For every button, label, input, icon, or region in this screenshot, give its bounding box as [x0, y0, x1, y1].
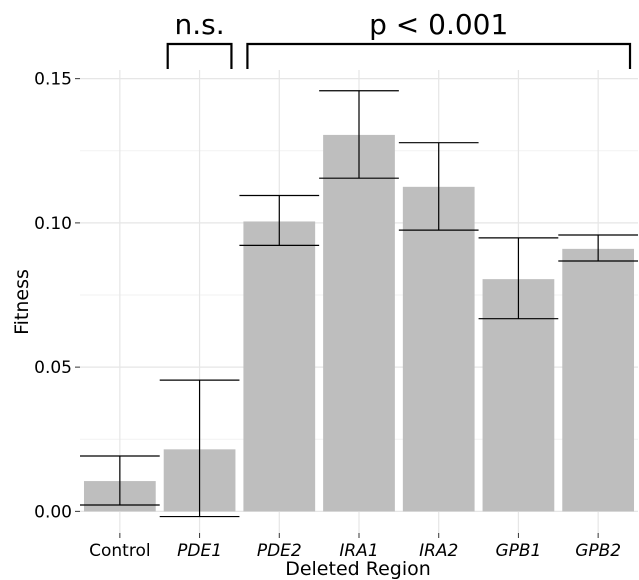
y-tick-label: 0.15	[34, 70, 72, 90]
x-tick-label: PDE2	[257, 541, 302, 561]
x-axis-title: Deleted Region	[285, 558, 431, 580]
x-axis: Control PDE1 PDE2 IRA1 IRA2 GPB1 GPB2	[89, 533, 621, 561]
x-tick-label: Control	[89, 541, 150, 561]
bars	[83, 134, 635, 512]
significance-bracket	[166, 42, 233, 69]
x-tick-label: GPB2	[575, 541, 621, 561]
significance-label: n.s.	[175, 8, 225, 41]
significance-label: p < 0.001	[369, 8, 508, 41]
x-tick-label: IRA2	[419, 541, 458, 561]
bar-ira1	[323, 134, 395, 512]
bar-pde2	[243, 221, 316, 512]
x-tick-label: GPB1	[495, 541, 541, 561]
y-axis: 0.00 0.05 0.10 0.15	[34, 70, 80, 522]
significance-bracket	[246, 42, 632, 69]
bar-ira2	[402, 186, 475, 512]
significance-annotations: n.s. p < 0.001	[166, 8, 632, 69]
x-tick-label: PDE1	[177, 541, 222, 561]
y-tick-label: 0.05	[34, 358, 72, 378]
bar-gpb2	[562, 248, 635, 512]
y-axis-title: Fitness	[11, 269, 33, 335]
y-tick-label: 0.10	[34, 214, 72, 234]
error-bars	[80, 90, 638, 518]
x-tick-label: IRA1	[339, 541, 378, 561]
y-tick-label: 0.00	[34, 502, 72, 522]
